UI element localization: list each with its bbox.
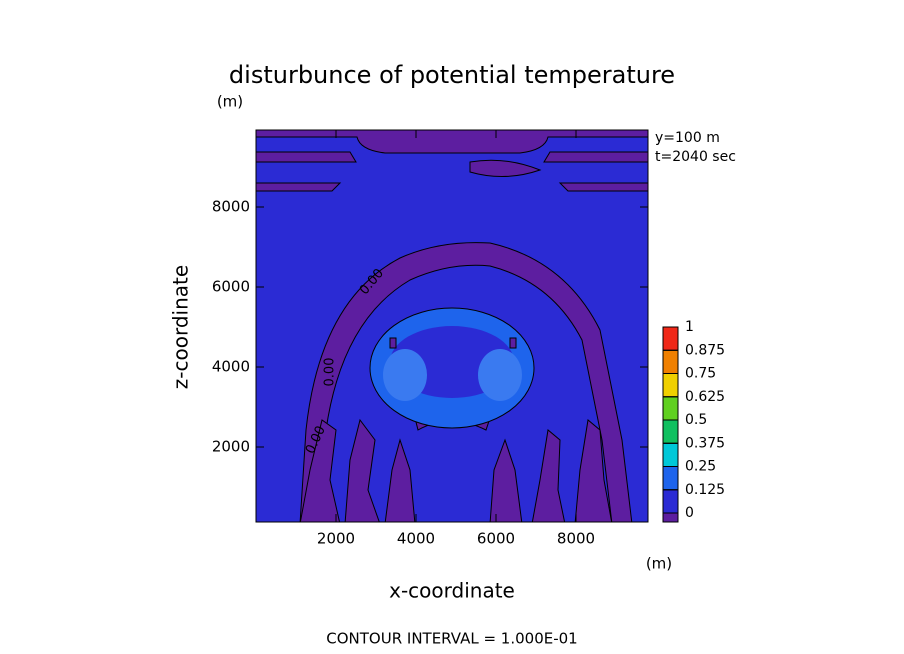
colorbar-under	[662, 512, 679, 523]
colorbar-band	[662, 442, 679, 467]
x-tick-label: 2000	[317, 530, 355, 548]
contour-label: 0.00	[323, 358, 338, 387]
x-tick-label: 4000	[397, 530, 435, 548]
x-tick-label: 8000	[557, 530, 595, 548]
x-unit: (m)	[646, 555, 672, 573]
colorbar-band	[662, 419, 679, 444]
negative-region	[299, 406, 613, 522]
colorbar-label: 0	[685, 505, 694, 521]
colorbar-label: 0.75	[685, 366, 716, 382]
colorbar-band	[662, 466, 679, 491]
contour-cell	[389, 337, 397, 349]
contour-field	[256, 130, 648, 522]
colorbar-band	[662, 349, 679, 374]
y-tick-label: 4000	[212, 358, 250, 376]
x-tick-label: 6000	[477, 530, 515, 548]
y-unit: (m)	[217, 93, 243, 111]
warm-lobe	[383, 349, 427, 401]
colorbar-band	[662, 396, 679, 421]
colorbar-label: 0.375	[685, 435, 725, 451]
colorbar-label: 0.875	[685, 342, 725, 358]
warm-lobe	[478, 349, 522, 401]
plot-frame	[255, 129, 649, 523]
y-tick-label: 8000	[212, 198, 250, 216]
colorbar-label: 0.625	[685, 389, 725, 405]
footer: CONTOUR INTERVAL = 1.000E-01	[326, 630, 577, 648]
colorbar-band	[662, 326, 679, 351]
colorbar-label: 0.5	[685, 412, 707, 428]
y-tick-label: 6000	[212, 278, 250, 296]
colorbar-label: 1	[685, 319, 694, 335]
colorbar-band	[662, 489, 679, 514]
annotation: t=2040 sec	[655, 149, 736, 165]
annotation: y=100 m	[655, 130, 720, 146]
colorbar-label: 0.25	[685, 459, 716, 475]
y-axis-label: z-coordinate	[169, 265, 193, 389]
y-tick-label: 2000	[212, 438, 250, 456]
contour-cell	[509, 337, 517, 349]
colorbar-label: 0.125	[685, 482, 725, 498]
chart-title: disturbunce of potential temperature	[229, 61, 675, 89]
colorbar-band	[662, 373, 679, 398]
x-axis-label: x-coordinate	[389, 579, 515, 603]
